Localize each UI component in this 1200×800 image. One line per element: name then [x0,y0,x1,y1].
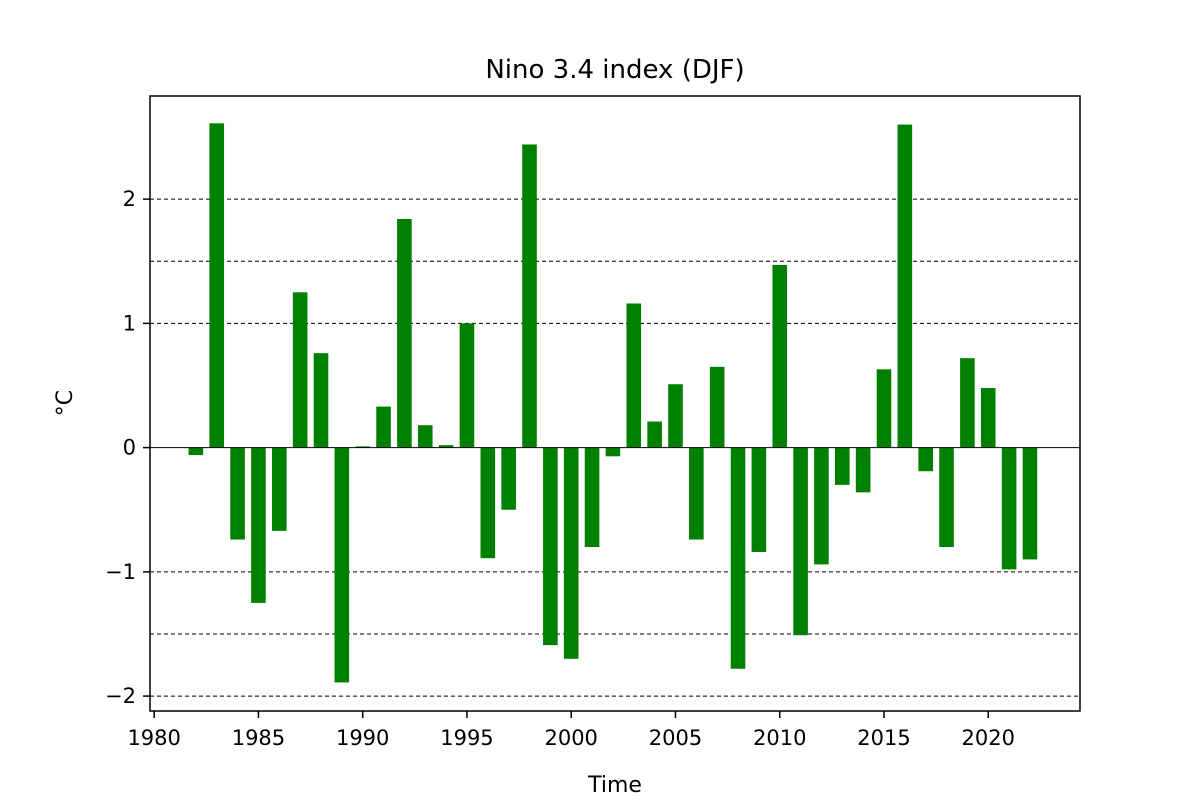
bar-1997 [501,447,516,510]
bar-1985 [251,447,266,603]
bar-1983 [209,123,225,448]
y-axis: −2 −1 0 1 2 [105,187,150,708]
bar-2015 [876,369,892,448]
bar-1994 [438,445,454,448]
plot-frame [149,95,1081,712]
x-tick-label-2020: 2020 [962,726,1015,750]
bar-2001 [584,447,600,547]
bar-2014 [855,447,871,493]
chart-title: Nino 3.4 index (DJF) [485,55,744,85]
bar-2012 [814,447,829,565]
x-tick-label-2010: 2010 [753,726,806,750]
x-axis-label: Time [587,773,642,798]
y-tick-label-4: 2 [123,187,136,211]
x-tick-label-1985: 1985 [232,726,285,750]
bar-2019 [960,358,975,448]
bar-1988 [313,353,329,448]
x-tick-label-2000: 2000 [544,726,597,750]
y-tick-label-1: −1 [105,560,136,584]
x-tick-label-1990: 1990 [336,726,389,750]
bar-1986 [271,447,287,531]
bar-1996 [480,447,496,559]
bar-2002 [605,447,621,457]
bar-1989 [334,447,350,683]
bar-2017 [918,447,933,472]
bar-2004 [647,421,662,448]
bar-2013 [834,447,850,485]
bar-2000 [563,447,579,659]
x-tick-label-2015: 2015 [857,726,910,750]
y-tick-label-0: −2 [105,684,136,708]
bar-1984 [230,447,245,540]
bar-1999 [543,447,558,646]
bar-2011 [793,447,808,636]
bar-2005 [668,384,683,448]
bar-1987 [292,292,308,448]
bar-1991 [376,406,391,448]
bar-1995 [459,323,475,448]
bar-1998 [522,144,537,448]
bar-1992 [397,219,412,448]
bar-2021 [1001,447,1017,570]
bar-2009 [751,447,767,552]
x-axis: 1980 1985 1990 1995 2000 2005 2010 2015 2020 [127,711,1015,750]
bar-2006 [689,447,704,540]
bar-2010 [772,264,788,448]
y-axis-label: °C [53,390,78,416]
x-tick-label-1995: 1995 [440,726,493,750]
bar-1982 [188,447,204,456]
bar-2018 [939,447,954,547]
bar-2003 [626,303,642,448]
bar-layer [188,123,1038,683]
x-tick-label-1980: 1980 [127,726,180,750]
x-tick-label-2005: 2005 [649,726,702,750]
bar-2007 [709,366,725,448]
bar-1993 [417,425,433,448]
bar-2022 [1022,447,1038,560]
y-tick-label-2: 0 [123,436,136,460]
bar-1990 [355,446,370,448]
y-tick-label-3: 1 [123,311,136,335]
bar-2016 [897,124,913,448]
bar-2020 [980,387,996,448]
bar-2008 [730,447,746,669]
